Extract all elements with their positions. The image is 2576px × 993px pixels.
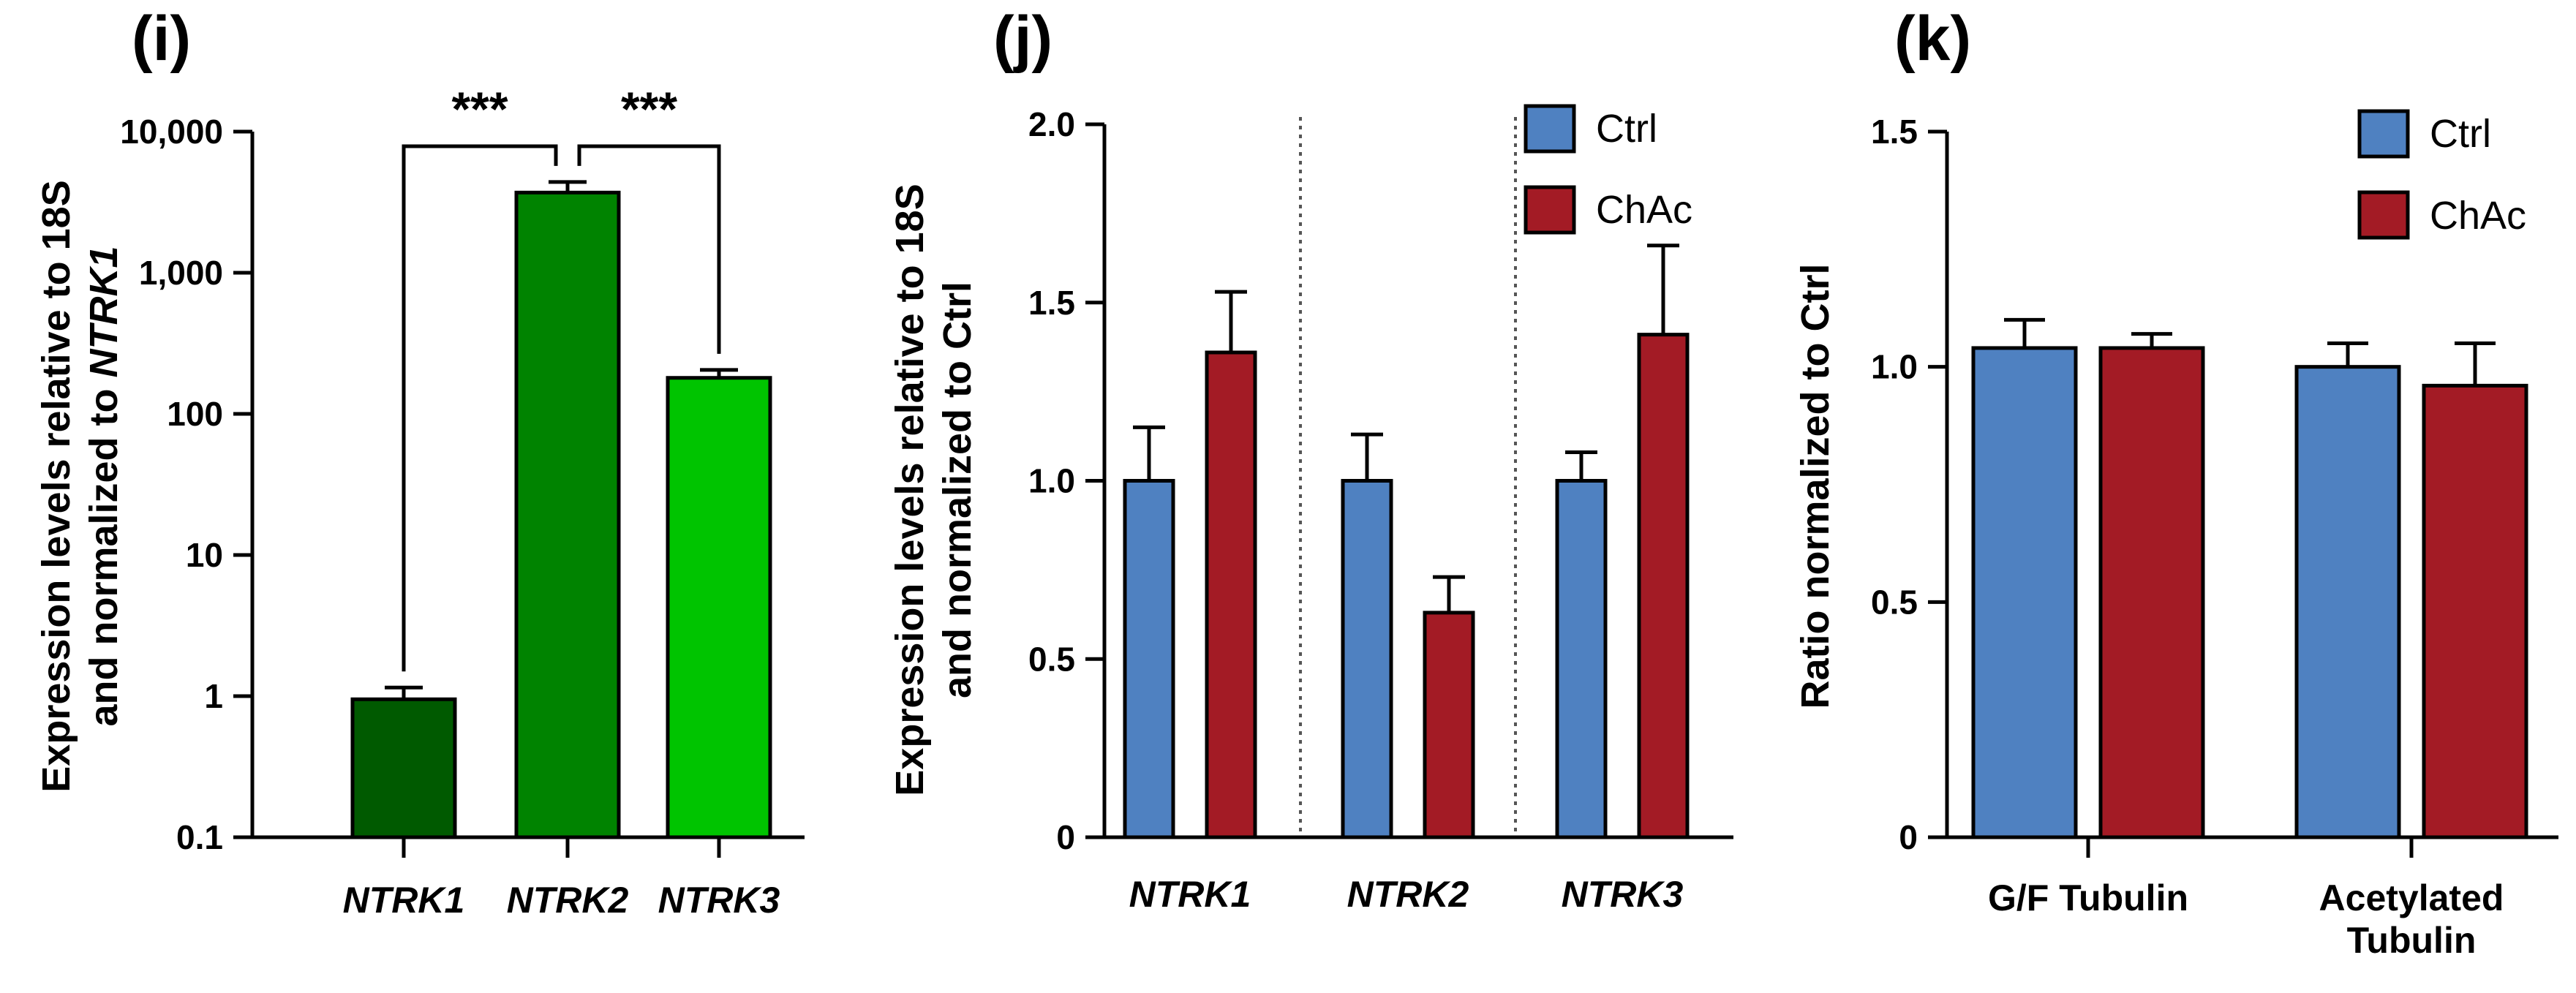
x-tick-label: Acetylated xyxy=(2319,877,2504,918)
significance-bracket xyxy=(402,144,558,672)
bar-chac xyxy=(1637,333,1690,839)
bar-ntrk3 xyxy=(666,376,772,839)
bar-chac xyxy=(1205,350,1257,839)
x-tick-label: NTRK3 xyxy=(1562,874,1684,915)
x-tick-label: NTRK2 xyxy=(1347,874,1469,915)
y-tick-label: 1.0 xyxy=(1871,348,1918,386)
panel-i-ylabel-line1: Expression levels relative to 18S xyxy=(34,180,78,792)
legend-label-chac: ChAc xyxy=(1596,188,1692,232)
y-tick-label: 0 xyxy=(1899,818,1918,856)
panel-j-legend: Ctrl ChAc xyxy=(1524,104,1692,235)
panel-j-ylabel-line2: and normalized to Ctrl xyxy=(935,282,979,698)
y-tick-label: 1,000 xyxy=(139,254,223,292)
y-tick-label: 0 xyxy=(1056,818,1075,856)
x-tick-label: NTRK1 xyxy=(343,880,465,921)
bar-ctrl xyxy=(1123,479,1175,839)
bar-chac xyxy=(2422,383,2528,839)
y-tick-label: 0.1 xyxy=(176,818,223,856)
y-tick-label: 1.5 xyxy=(1028,284,1075,322)
bar-ntrk2 xyxy=(514,190,621,839)
panel-j-ylabel-line1: Expression levels relative to 18S xyxy=(888,184,932,796)
y-tick-label: 1.5 xyxy=(1871,113,1918,151)
legend-swatch-ctrl xyxy=(2357,109,2410,159)
y-tick-label: 10,000 xyxy=(120,113,223,151)
bar-ctrl xyxy=(2294,365,2401,839)
significance-label: *** xyxy=(451,82,508,136)
significance-label: *** xyxy=(621,82,677,136)
x-tick-label: G/F Tubulin xyxy=(1988,877,2188,918)
bar-ctrl xyxy=(1341,479,1393,839)
panel-k-legend: Ctrl ChAc xyxy=(2357,109,2526,240)
panel-k-chart: (k) Ratio normalized to Ctrl 00.51.01.5 … xyxy=(1793,4,2558,961)
y-tick-label: 2.0 xyxy=(1028,105,1075,143)
legend-label-ctrl: Ctrl xyxy=(1596,107,1657,151)
x-tick-label: NTRK1 xyxy=(1129,874,1251,915)
x-tick-label: NTRK3 xyxy=(658,880,780,921)
panel-i-label: (i) xyxy=(132,4,191,74)
legend-label-ctrl: Ctrl xyxy=(2430,112,2491,156)
x-tick-label: NTRK2 xyxy=(507,880,629,921)
y-tick-label: 100 xyxy=(167,395,223,433)
x-tick-label: Tubulin xyxy=(2347,920,2477,961)
panel-k-label: (k) xyxy=(1894,4,1971,74)
y-tick-label: 1 xyxy=(204,677,223,715)
bar-ntrk1 xyxy=(350,697,457,839)
y-tick-label: 0.5 xyxy=(1028,640,1075,678)
y-tick-label: 1.0 xyxy=(1028,462,1075,500)
panel-i-chart: (i) Expression levels relative to 18S an… xyxy=(34,4,805,921)
legend-swatch-chac xyxy=(2357,190,2410,240)
y-tick-label: 10 xyxy=(186,536,223,574)
bar-ctrl xyxy=(1555,479,1608,839)
bar-chac xyxy=(1423,611,1475,839)
legend-label-chac: ChAc xyxy=(2430,194,2526,238)
panel-j-label: (j) xyxy=(993,4,1052,74)
y-tick-label: 0.5 xyxy=(1871,583,1918,621)
legend-swatch-ctrl xyxy=(1524,104,1576,154)
legend-swatch-chac xyxy=(1524,185,1576,235)
panel-j-chart: (j) Expression levels relative to 18S an… xyxy=(888,4,1733,915)
panel-i-ylabel-line2: and normalized to NTRK1 xyxy=(82,246,126,726)
bar-ctrl xyxy=(1971,346,2078,839)
significance-bracket xyxy=(577,144,721,354)
panel-k-ylabel: Ratio normalized to Ctrl xyxy=(1793,263,1837,709)
bar-chac xyxy=(2098,346,2205,839)
